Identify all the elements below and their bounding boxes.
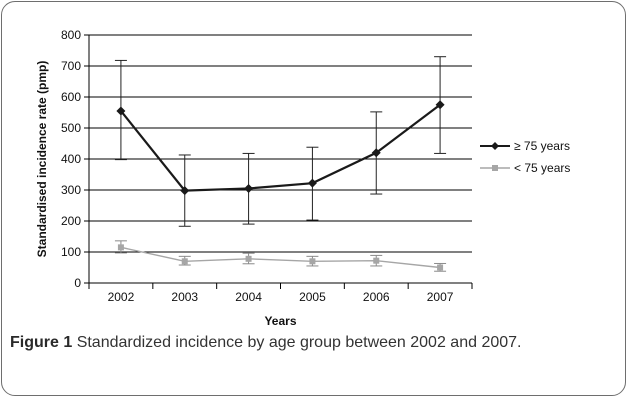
data-point-square [373,257,380,264]
data-point-diamond [371,148,381,158]
x-tick-label: 2002 [108,290,135,304]
series-line-1 [120,246,441,269]
y-tick-label: 800 [61,28,81,42]
incidence-chart: 0 100 200 300 400 500 600 700 800 2002 2003 2004 200… [35,28,570,328]
y-tick-label: 600 [61,90,81,104]
caption-label: Figure 1 [10,334,73,351]
data-point-square [117,244,124,251]
x-tick-label: 2005 [299,290,326,304]
legend-label: < 75 years [514,161,570,175]
data-point-diamond [244,183,254,193]
data-point-diamond [307,178,317,188]
y-tick-label: 100 [61,245,81,259]
figure-caption: Figure 1 Standardized incidence by age g… [10,330,610,355]
y-tick-label: 700 [61,59,81,73]
series-line-0 [120,103,441,192]
data-point-square [245,255,252,262]
y-tick-label: 0 [74,276,81,290]
y-tick-label: 200 [61,214,81,228]
data-point-diamond [180,186,190,196]
data-point-square [181,258,188,265]
legend-label: ≥ 75 years [514,139,570,153]
legend-marker-diamond [491,142,499,150]
x-tick-label: 2003 [171,290,198,304]
legend-marker-square [492,165,498,171]
y-tick-label: 400 [61,152,81,166]
y-tick-label: 500 [61,121,81,135]
data-point-diamond [116,106,126,116]
data-point-diamond [435,100,445,110]
y-axis-title: Standardised incidence rate (pmp) [35,61,49,258]
caption-text: Standardized incidence by age group betw… [76,334,522,351]
x-tick-label: 2006 [363,290,390,304]
x-tick-label: 2007 [427,290,454,304]
x-tick-label: 2004 [235,290,262,304]
chart-area: 0 100 200 300 400 500 600 700 800 2002 2003 2004 200… [35,28,570,328]
data-point-square [437,264,444,271]
y-tick-label: 300 [61,183,81,197]
data-point-square [309,258,316,265]
x-axis-title: Years [264,314,296,328]
